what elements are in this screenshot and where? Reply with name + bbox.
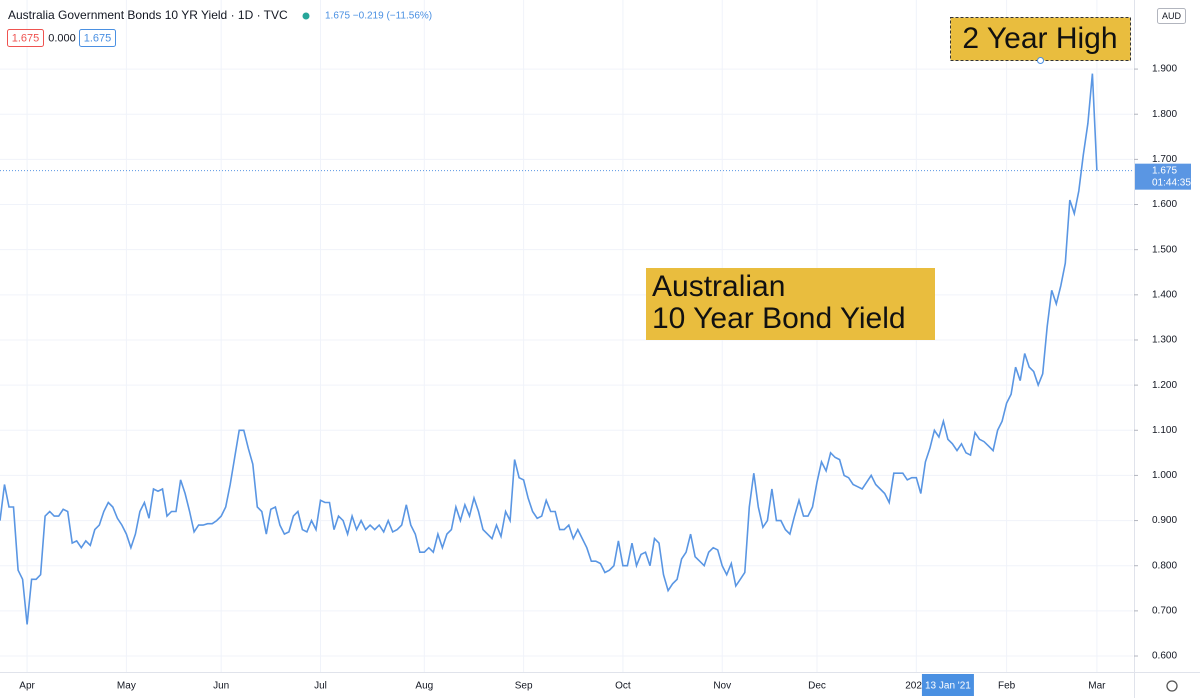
legend-box	[79, 29, 116, 47]
y-tick-label: 1.300	[1152, 335, 1177, 346]
x-tick-label: Jul	[314, 681, 327, 692]
crosshair-label-box	[921, 674, 974, 696]
x-tick-label: Feb	[998, 681, 1016, 692]
x-tick-label: Dec	[808, 681, 826, 692]
currency[interactable]: AUD	[1162, 11, 1182, 21]
y-tick-label: 1.000	[1152, 470, 1177, 481]
annotation: 2 Year High	[962, 22, 1117, 55]
price-label-box	[1135, 163, 1191, 190]
quote: 1.675 −0.219 (−11.56%)	[325, 11, 432, 22]
y-tick-label: 1.200	[1152, 380, 1177, 391]
y-tick-label: 1.900	[1152, 64, 1177, 75]
x-tick-label: Jun	[213, 681, 229, 692]
annotation: 10 Year Bond Yield	[652, 302, 906, 335]
chart-title: Australia Government Bonds 10 YR Yield ·…	[8, 8, 288, 22]
x-tick-label: Mar	[1088, 681, 1106, 692]
status-dot	[302, 12, 310, 20]
y-tick-label: 0.800	[1152, 560, 1177, 571]
plot	[0, 73, 1133, 625]
crosshair-label: 13 Jan '21	[925, 681, 971, 692]
legend-value: 1.675	[84, 32, 112, 44]
price-label: 1.675	[1152, 165, 1177, 176]
y-tick-label: 1.800	[1152, 109, 1177, 120]
x-tick-label: Nov	[713, 681, 731, 692]
y-tick-label: 0.600	[1152, 651, 1177, 662]
y-tick-label: 0.900	[1152, 515, 1177, 526]
x-tick-label: May	[117, 681, 136, 692]
x-tick-label: 2021	[905, 681, 928, 692]
y-tick-label: 1.500	[1152, 244, 1177, 255]
countdown: 01:44:35	[1152, 177, 1191, 188]
x-tick-label: Oct	[615, 681, 631, 692]
annotation-box	[646, 268, 935, 340]
x-tick-label: Apr	[19, 681, 35, 692]
legend-value: 0.000	[48, 32, 76, 44]
grid	[0, 0, 1133, 672]
annotation: Australian	[652, 270, 785, 303]
x-tick-label: Aug	[415, 681, 433, 692]
currency-box[interactable]	[1157, 8, 1186, 24]
y-tick-label: 0.700	[1152, 606, 1177, 617]
settings-icon[interactable]	[1166, 680, 1178, 692]
y-tick-label: 1.400	[1152, 289, 1177, 300]
x-tick-label: Sep	[515, 681, 533, 692]
legend-value: 1.675	[12, 32, 40, 44]
yield-line	[0, 73, 1098, 625]
y-tick-label: 1.700	[1152, 154, 1177, 165]
anchor-handle	[1037, 57, 1044, 64]
y-tick-label: 1.100	[1152, 425, 1177, 436]
legend-box	[7, 29, 44, 47]
y-tick-label: 1.600	[1152, 199, 1177, 210]
